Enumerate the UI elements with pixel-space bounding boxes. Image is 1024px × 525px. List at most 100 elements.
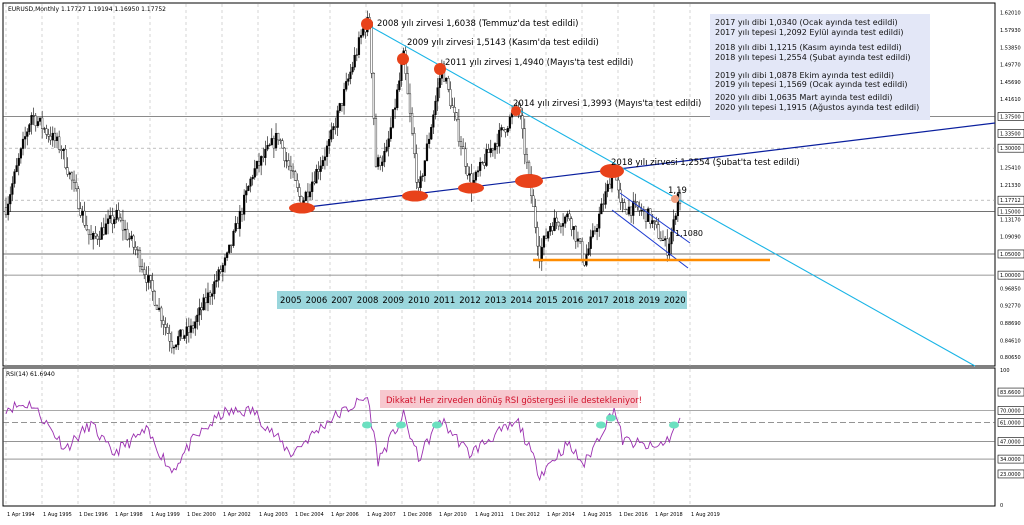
y-tick-box	[997, 129, 1024, 138]
candle-body	[321, 160, 324, 167]
candle-body	[264, 148, 267, 158]
candle-body	[676, 193, 679, 217]
candle-body	[155, 305, 159, 310]
candle-body	[240, 211, 244, 215]
candle-body	[666, 238, 669, 256]
x-tick-label: 1 Aug 2007	[367, 512, 396, 518]
info-box-line: 2020 yılı dibi 1,0635 Mart ayında test e…	[715, 93, 893, 102]
candle-body	[209, 292, 212, 297]
rsi-tick-box	[997, 387, 1024, 397]
candle-body	[217, 269, 220, 281]
candle-body	[400, 64, 403, 81]
candle-body	[317, 168, 320, 172]
annotation-11080: 1,1080	[675, 229, 703, 238]
candle-body	[376, 157, 380, 167]
candle-body	[117, 209, 120, 219]
y-tick-label: 1.05000	[1000, 252, 1021, 258]
candle-body	[353, 55, 356, 68]
x-tick-label: 1 Aug 1995	[43, 512, 72, 518]
candle-body	[651, 220, 654, 224]
candle-body	[308, 191, 312, 198]
candle-body	[374, 118, 378, 167]
candle-body	[578, 238, 582, 242]
candle-body	[576, 238, 580, 242]
candle-body	[544, 235, 548, 239]
candle-body	[661, 239, 665, 241]
x-tick-label: 1 Apr 1994	[7, 512, 35, 518]
year-label: 2012	[459, 296, 481, 306]
candle-body	[234, 223, 237, 232]
candle-body	[504, 129, 507, 133]
candle-body	[26, 131, 29, 137]
candle-body	[174, 344, 178, 348]
candle-body	[672, 219, 675, 233]
candle-body	[328, 139, 331, 147]
candle-body	[306, 191, 310, 198]
y-tick-box	[997, 270, 1024, 280]
annotation-2014-top: 2014 yılı zirvesi 1,3993 (Mayıs'ta test …	[513, 99, 701, 109]
rsi-tick-box	[997, 469, 1024, 479]
candle-body	[255, 161, 258, 169]
annotation-2008-top: 2008 yılı zirvesi 1,6038 (Temmuz'da test…	[377, 19, 578, 29]
candle-body	[168, 333, 171, 342]
candle-body	[589, 236, 592, 249]
x-tick-label: 1 Dec 2008	[403, 512, 432, 518]
candle-body	[253, 168, 256, 178]
year-label: 2015	[536, 296, 558, 306]
candle-body	[43, 128, 46, 130]
year-label: 2018	[613, 296, 635, 306]
candle-body	[62, 149, 65, 151]
x-tick-label: 1 Aug 2019	[691, 512, 720, 518]
candle-body	[534, 206, 537, 228]
year-label: 2009	[382, 296, 404, 306]
x-tick-label: 1 Aug 2015	[583, 512, 612, 518]
candle-body	[598, 213, 601, 229]
candle-body	[623, 202, 626, 210]
candle-body	[449, 89, 452, 106]
candle-body	[370, 21, 373, 74]
candle-body	[498, 129, 501, 147]
candle-body	[162, 320, 165, 325]
candle-body	[85, 225, 88, 231]
candle-body	[408, 93, 412, 114]
candle-body	[553, 217, 556, 231]
candle-body	[398, 80, 401, 90]
rsi-tick-box	[997, 406, 1024, 415]
annotation-119: 1,19	[668, 186, 687, 196]
candle-body	[285, 160, 288, 162]
candle-body	[325, 145, 329, 157]
candle-body	[393, 107, 397, 110]
candle-body	[257, 161, 261, 166]
rsi-tick-box	[997, 418, 1024, 427]
info-box-line: 2019 yılı tepesi 1,1569 (Ocak ayında tes…	[715, 80, 908, 89]
candle-body	[277, 132, 280, 141]
candle-body	[126, 228, 129, 240]
candle-body	[423, 160, 426, 177]
x-tick-label: 1 Aug 2003	[259, 512, 288, 518]
candle-body	[438, 78, 441, 88]
info-box-line: 2018 yılı tepesi 1,2554 (Şubat ayında te…	[715, 53, 911, 62]
candle-body	[462, 146, 465, 150]
trend-touch-2010	[402, 190, 428, 202]
y-tick-label: 1.17712	[1000, 198, 1021, 204]
candle-body	[274, 132, 278, 149]
candle-body	[132, 235, 135, 248]
candle-body	[72, 179, 76, 183]
y-tick-label: 1.41610	[1000, 97, 1021, 103]
candle-body	[223, 257, 227, 266]
candle-body	[595, 228, 599, 232]
candle-body	[304, 191, 307, 201]
x-tick-label: 1 Aug 2011	[475, 512, 504, 518]
rsi-peak-marker	[596, 421, 606, 429]
candle-body	[202, 297, 205, 311]
candle-body	[572, 226, 575, 230]
candle-body	[219, 269, 222, 273]
candle-body	[342, 89, 346, 106]
candle-body	[7, 203, 10, 216]
candle-body	[24, 136, 27, 140]
candle-body	[632, 201, 635, 216]
candle-body	[38, 117, 42, 122]
y-tick-label: 1.09090	[1000, 235, 1021, 241]
rsi-peak-marker	[396, 421, 406, 429]
candle-body	[536, 227, 539, 247]
